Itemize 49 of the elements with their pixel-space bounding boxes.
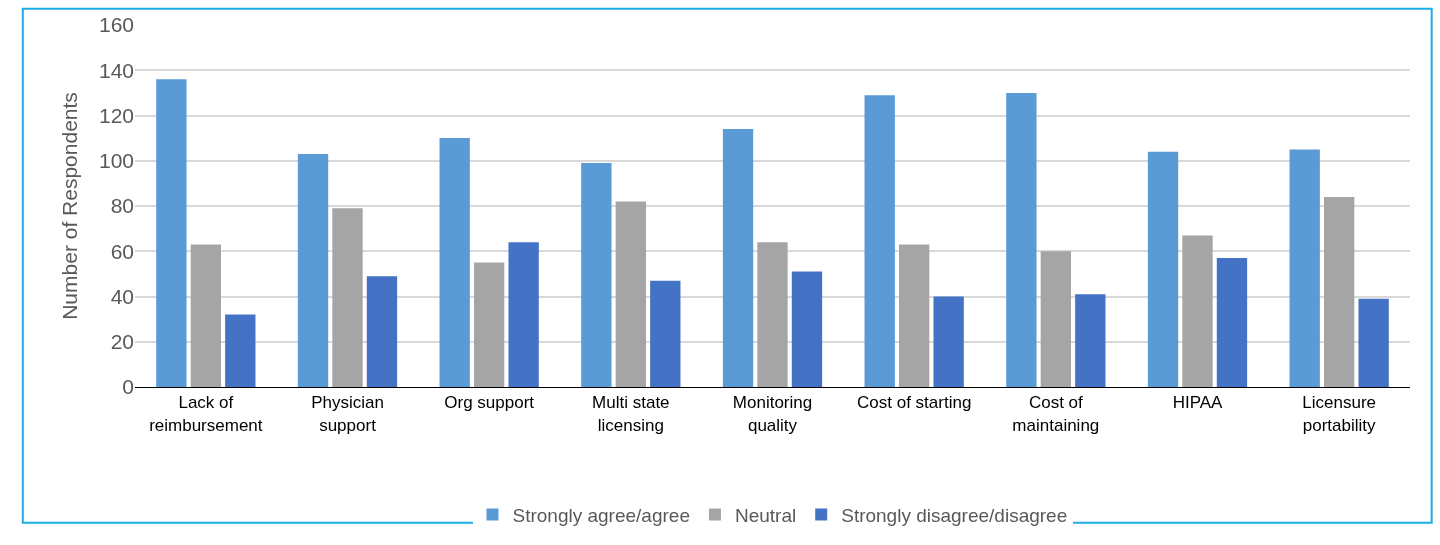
x-tick-label: Physician support [311, 393, 384, 435]
bar [439, 138, 470, 387]
bar [156, 79, 187, 387]
bar [757, 242, 788, 387]
bar [1006, 92, 1037, 387]
bar [933, 296, 964, 387]
bar [615, 201, 646, 387]
bar [1216, 258, 1248, 387]
x-tick-label: Multi state licensing [592, 393, 670, 435]
x-tick-label: Cost of starting [857, 393, 972, 413]
bar [225, 314, 256, 387]
bar [1182, 235, 1213, 387]
x-tick-label: HIPAA [1172, 393, 1224, 413]
bar [474, 262, 505, 387]
bar [1040, 251, 1071, 387]
bar [190, 244, 221, 387]
x-tick-label: Lack of reimbursement [149, 393, 263, 435]
x-tick-label: Licensure portability [1302, 393, 1377, 435]
bar [1358, 298, 1389, 387]
x-tick-label: Monitoring quality [732, 393, 813, 435]
bar [791, 271, 823, 387]
y-tick-label: 40 [110, 284, 134, 308]
y-tick-label: 140 [98, 58, 134, 82]
legend-label: Neutral [734, 504, 797, 526]
y-tick-label: 20 [110, 330, 134, 354]
x-tick-label: Org support [444, 393, 535, 413]
bar [297, 153, 329, 387]
bar [366, 276, 398, 387]
bar [508, 242, 539, 387]
bar [1147, 151, 1179, 387]
bar [332, 208, 363, 387]
bar [1075, 294, 1106, 387]
legend-label: Strongly agree/agree [512, 504, 690, 526]
bar [1289, 149, 1320, 387]
x-tick-label: Cost of maintaining [1012, 393, 1100, 435]
y-tick-label: 100 [98, 149, 134, 173]
bar [581, 163, 612, 387]
bar [1324, 196, 1355, 387]
bar [864, 95, 895, 387]
y-tick-label: 60 [110, 239, 134, 263]
bar [899, 244, 930, 387]
y-tick-label: 0 [122, 375, 134, 399]
y-axis-title: Number of Respondents [58, 92, 82, 320]
legend-label: Strongly disagree/disagree [841, 504, 1068, 526]
y-tick-label: 80 [110, 194, 134, 218]
bar [722, 129, 754, 387]
bar [650, 280, 681, 387]
y-tick-label: 120 [98, 103, 134, 127]
y-tick-label: 160 [98, 13, 134, 37]
